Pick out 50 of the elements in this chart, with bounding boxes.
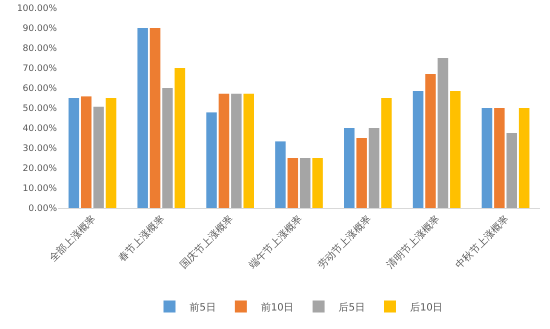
y-tick-label: 90.00% [22, 24, 58, 34]
x-tick-label: 国庆节上涨概率 [178, 213, 236, 272]
legend-label: 后5日 [338, 301, 365, 314]
bar [80, 96, 92, 208]
bar [312, 158, 323, 208]
x-tick-label: 清明节上涨概率 [384, 213, 442, 272]
bar [344, 128, 355, 208]
x-tick-label: 全部上涨概率 [47, 213, 98, 264]
bar [450, 91, 461, 208]
bar [206, 112, 217, 208]
bar [106, 98, 116, 208]
y-tick-label: 0.00% [28, 204, 58, 214]
bar [68, 98, 80, 208]
bar [243, 94, 254, 208]
bar [137, 28, 148, 208]
x-tick-label: 劳动节上涨概率 [316, 213, 374, 272]
y-tick-label: 70.00% [22, 64, 58, 74]
bar [174, 68, 186, 208]
x-tick-label: 中秋节上涨概率 [453, 213, 512, 272]
bar [300, 158, 310, 208]
y-tick-label: 20.00% [22, 164, 58, 174]
bar [368, 128, 380, 208]
legend-label: 前5日 [190, 301, 216, 314]
bar [93, 106, 104, 208]
bar [150, 28, 160, 208]
legend-label: 前10日 [260, 301, 294, 314]
y-tick-label: 80.00% [22, 44, 58, 54]
x-tick-label: 端午节上涨概率 [246, 213, 305, 272]
y-tick-label: 100.00% [16, 4, 58, 14]
y-tick-label: 50.00% [22, 104, 58, 114]
bar [482, 108, 492, 208]
bar [412, 91, 424, 208]
bar [275, 141, 286, 208]
bar [425, 74, 436, 208]
bar [218, 94, 230, 208]
bar [438, 58, 448, 208]
bar [518, 108, 530, 208]
y-tick-label: 40.00% [22, 124, 58, 134]
bar [381, 98, 392, 208]
bar [494, 108, 505, 208]
bar [231, 94, 242, 208]
y-tick-label: 60.00% [22, 84, 58, 94]
bar [288, 158, 298, 208]
bar [356, 138, 367, 208]
legend-label: 后10日 [410, 301, 443, 314]
y-tick-label: 10.00% [22, 184, 58, 194]
x-tick-label: 春节上涨概率 [116, 213, 167, 264]
bar [162, 88, 173, 208]
y-tick-label: 30.00% [22, 144, 58, 154]
bar [506, 133, 518, 208]
